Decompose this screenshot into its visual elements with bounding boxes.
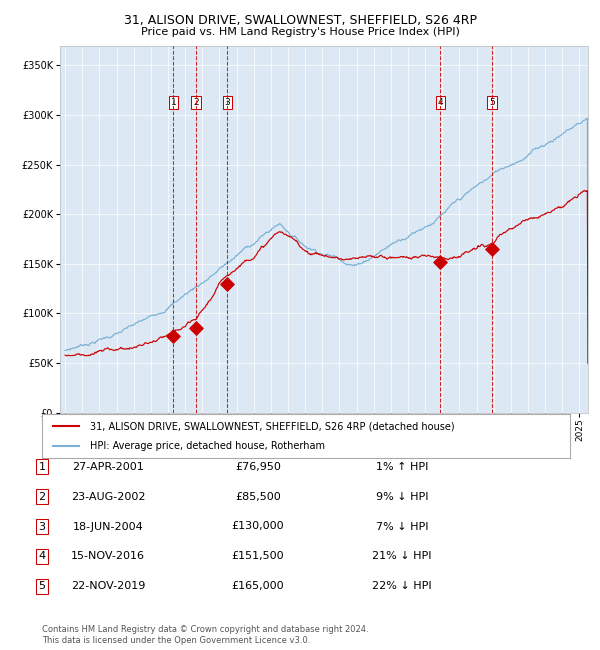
Text: 4: 4 — [38, 551, 46, 562]
Text: 18-JUN-2004: 18-JUN-2004 — [73, 521, 143, 532]
Text: 2: 2 — [193, 98, 199, 107]
Text: 1: 1 — [38, 462, 46, 472]
Text: 21% ↓ HPI: 21% ↓ HPI — [372, 551, 432, 562]
Text: 23-AUG-2002: 23-AUG-2002 — [71, 491, 145, 502]
Text: £85,500: £85,500 — [235, 491, 281, 502]
Text: 2: 2 — [38, 491, 46, 502]
Text: £151,500: £151,500 — [232, 551, 284, 562]
Text: 5: 5 — [38, 581, 46, 592]
Text: 22-NOV-2019: 22-NOV-2019 — [71, 581, 145, 592]
Text: £130,000: £130,000 — [232, 521, 284, 532]
Point — [436, 257, 445, 268]
Text: £165,000: £165,000 — [232, 581, 284, 592]
Text: HPI: Average price, detached house, Rotherham: HPI: Average price, detached house, Roth… — [89, 441, 325, 451]
Text: 1: 1 — [170, 98, 176, 107]
Text: 15-NOV-2016: 15-NOV-2016 — [71, 551, 145, 562]
Text: 7% ↓ HPI: 7% ↓ HPI — [376, 521, 428, 532]
Text: £76,950: £76,950 — [235, 462, 281, 472]
Text: 4: 4 — [437, 98, 443, 107]
Point — [191, 322, 201, 333]
Text: 3: 3 — [38, 521, 46, 532]
Point — [169, 331, 178, 341]
Text: 3: 3 — [224, 98, 230, 107]
Text: Price paid vs. HM Land Registry's House Price Index (HPI): Price paid vs. HM Land Registry's House … — [140, 27, 460, 37]
Point — [487, 244, 497, 254]
Text: 5: 5 — [489, 98, 495, 107]
Text: 27-APR-2001: 27-APR-2001 — [72, 462, 144, 472]
Text: 1% ↑ HPI: 1% ↑ HPI — [376, 462, 428, 472]
Text: Contains HM Land Registry data © Crown copyright and database right 2024.
This d: Contains HM Land Registry data © Crown c… — [42, 625, 368, 645]
Text: 31, ALISON DRIVE, SWALLOWNEST, SHEFFIELD, S26 4RP: 31, ALISON DRIVE, SWALLOWNEST, SHEFFIELD… — [124, 14, 476, 27]
Text: 31, ALISON DRIVE, SWALLOWNEST, SHEFFIELD, S26 4RP (detached house): 31, ALISON DRIVE, SWALLOWNEST, SHEFFIELD… — [89, 421, 454, 432]
Text: 9% ↓ HPI: 9% ↓ HPI — [376, 491, 428, 502]
Point — [223, 278, 232, 289]
Text: 22% ↓ HPI: 22% ↓ HPI — [372, 581, 432, 592]
